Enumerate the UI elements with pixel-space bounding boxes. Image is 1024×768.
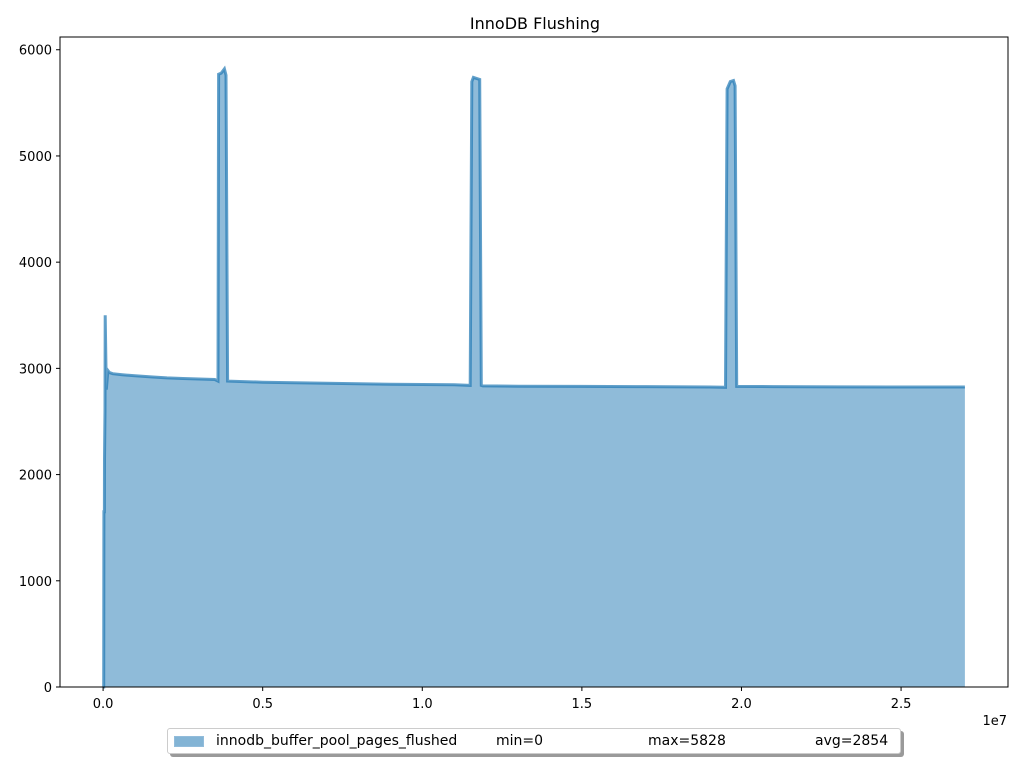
legend-swatch bbox=[174, 735, 204, 747]
x-tick-label: 0.5 bbox=[252, 697, 273, 712]
legend: innodb_buffer_pool_pages_flushed min=0 m… bbox=[167, 728, 901, 754]
x-axis: 0.0 0.5 1.0 1.5 2.0 2.5 bbox=[93, 687, 912, 712]
y-tick-label: 2000 bbox=[19, 469, 52, 484]
y-tick-label: 5000 bbox=[19, 150, 52, 165]
plot-marks bbox=[102, 65, 965, 689]
series-line-0 bbox=[102, 65, 965, 689]
x-tick-label: 1.0 bbox=[412, 697, 433, 712]
x-tick-label: 0.0 bbox=[93, 697, 114, 712]
y-tick-label: 0 bbox=[44, 681, 52, 696]
x-tick-label: 1.5 bbox=[572, 697, 593, 712]
chart-title: InnoDB Flushing bbox=[470, 14, 600, 33]
legend-series-name: innodb_buffer_pool_pages_flushed bbox=[216, 733, 458, 749]
y-axis: 0 1000 2000 3000 4000 5000 6000 bbox=[19, 44, 60, 696]
legend-min: min=0 bbox=[496, 733, 544, 749]
x-tick-label: 2.0 bbox=[731, 697, 752, 712]
legend-max: max=5828 bbox=[648, 733, 726, 749]
x-offset-label: 1e7 bbox=[982, 714, 1007, 729]
y-tick-label: 1000 bbox=[19, 575, 52, 590]
legend-avg: avg=2854 bbox=[815, 733, 889, 749]
y-tick-label: 6000 bbox=[19, 44, 52, 59]
x-tick-label: 2.5 bbox=[891, 697, 912, 712]
y-tick-label: 3000 bbox=[19, 362, 52, 377]
y-tick-label: 4000 bbox=[19, 256, 52, 271]
series-area-0 bbox=[103, 68, 965, 687]
plot-frame bbox=[59, 36, 1009, 688]
